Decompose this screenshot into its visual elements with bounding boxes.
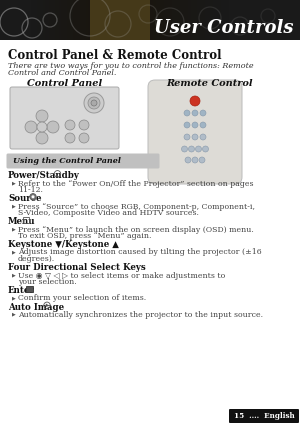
Text: Power/Standby: Power/Standby (8, 171, 80, 180)
Text: Keystone ▼/Keystone ▲: Keystone ▼/Keystone ▲ (8, 240, 119, 249)
Text: S-Video, Composite Video and HDTV sources.: S-Video, Composite Video and HDTV source… (18, 209, 199, 217)
Circle shape (79, 133, 89, 143)
Circle shape (36, 110, 48, 122)
FancyBboxPatch shape (148, 80, 242, 184)
Circle shape (199, 157, 205, 163)
Text: ▶: ▶ (12, 312, 16, 317)
Circle shape (196, 146, 202, 152)
Circle shape (37, 122, 47, 132)
Text: ▶: ▶ (12, 249, 16, 254)
Text: Using the Control Panel: Using the Control Panel (13, 157, 121, 165)
Text: 15  ....  English: 15 .... English (234, 412, 294, 420)
Text: User Controls: User Controls (154, 19, 293, 37)
Text: Four Directional Select Keys: Four Directional Select Keys (8, 263, 146, 272)
Circle shape (202, 146, 208, 152)
Text: Menu: Menu (8, 217, 35, 226)
Circle shape (184, 122, 190, 128)
Text: Enter: Enter (8, 286, 35, 295)
Text: ▶: ▶ (12, 180, 16, 185)
Text: There are two ways for you to control the functions: Remote: There are two ways for you to control th… (8, 62, 253, 70)
Circle shape (65, 133, 75, 143)
Circle shape (200, 110, 206, 116)
FancyBboxPatch shape (7, 153, 160, 168)
Circle shape (185, 157, 191, 163)
Circle shape (184, 134, 190, 140)
Text: Press “Source” to choose RGB, Component-p, Component-i,: Press “Source” to choose RGB, Component-… (18, 202, 255, 210)
Polygon shape (46, 303, 49, 307)
Text: Automatically synchronizes the projector to the input source.: Automatically synchronizes the projector… (18, 311, 263, 319)
Text: Auto Image: Auto Image (8, 303, 64, 312)
Text: Source: Source (8, 194, 41, 203)
Circle shape (91, 100, 97, 106)
Text: degrees).: degrees). (18, 255, 55, 263)
Circle shape (25, 121, 37, 133)
Circle shape (188, 146, 194, 152)
Circle shape (182, 146, 188, 152)
Circle shape (84, 93, 104, 113)
Text: ▶: ▶ (12, 203, 16, 208)
Text: 11-12.: 11-12. (18, 186, 43, 194)
Text: your selection.: your selection. (18, 278, 77, 286)
Text: ▶: ▶ (12, 295, 16, 300)
Circle shape (184, 110, 190, 116)
Text: Use ◉ ▽ ◁ ▷ to select items or make adjustments to: Use ◉ ▽ ◁ ▷ to select items or make adju… (18, 272, 225, 280)
Circle shape (65, 120, 75, 130)
Circle shape (36, 132, 48, 144)
Circle shape (192, 122, 198, 128)
FancyBboxPatch shape (229, 409, 299, 423)
FancyBboxPatch shape (0, 0, 300, 40)
Circle shape (79, 120, 89, 130)
Circle shape (192, 110, 198, 116)
Text: ▶: ▶ (12, 272, 16, 277)
Text: Refer to the “Power On/Off the Projector” section on pages: Refer to the “Power On/Off the Projector… (18, 179, 253, 187)
Circle shape (30, 194, 36, 200)
Circle shape (47, 121, 59, 133)
Circle shape (192, 157, 198, 163)
Text: Control Panel & Remote Control: Control Panel & Remote Control (8, 49, 221, 62)
Text: Adjusts image distortion caused by tilting the projector (±16: Adjusts image distortion caused by tilti… (18, 249, 262, 257)
Circle shape (88, 97, 100, 109)
Text: To exit OSD, press “Menu” again.: To exit OSD, press “Menu” again. (18, 232, 152, 240)
Text: Confirm your selection of items.: Confirm your selection of items. (18, 295, 146, 303)
FancyBboxPatch shape (26, 286, 33, 292)
Circle shape (32, 196, 34, 198)
Text: Remote Control: Remote Control (167, 79, 253, 88)
FancyBboxPatch shape (10, 87, 119, 149)
Text: ▶: ▶ (12, 226, 16, 231)
Circle shape (200, 122, 206, 128)
Text: Press “Menu” to launch the on screen display (OSD) menu.: Press “Menu” to launch the on screen dis… (18, 226, 254, 233)
Circle shape (192, 134, 198, 140)
Text: Control and Control Panel.: Control and Control Panel. (8, 69, 116, 77)
Circle shape (190, 96, 200, 106)
Circle shape (200, 134, 206, 140)
Text: Control Panel: Control Panel (27, 79, 103, 88)
